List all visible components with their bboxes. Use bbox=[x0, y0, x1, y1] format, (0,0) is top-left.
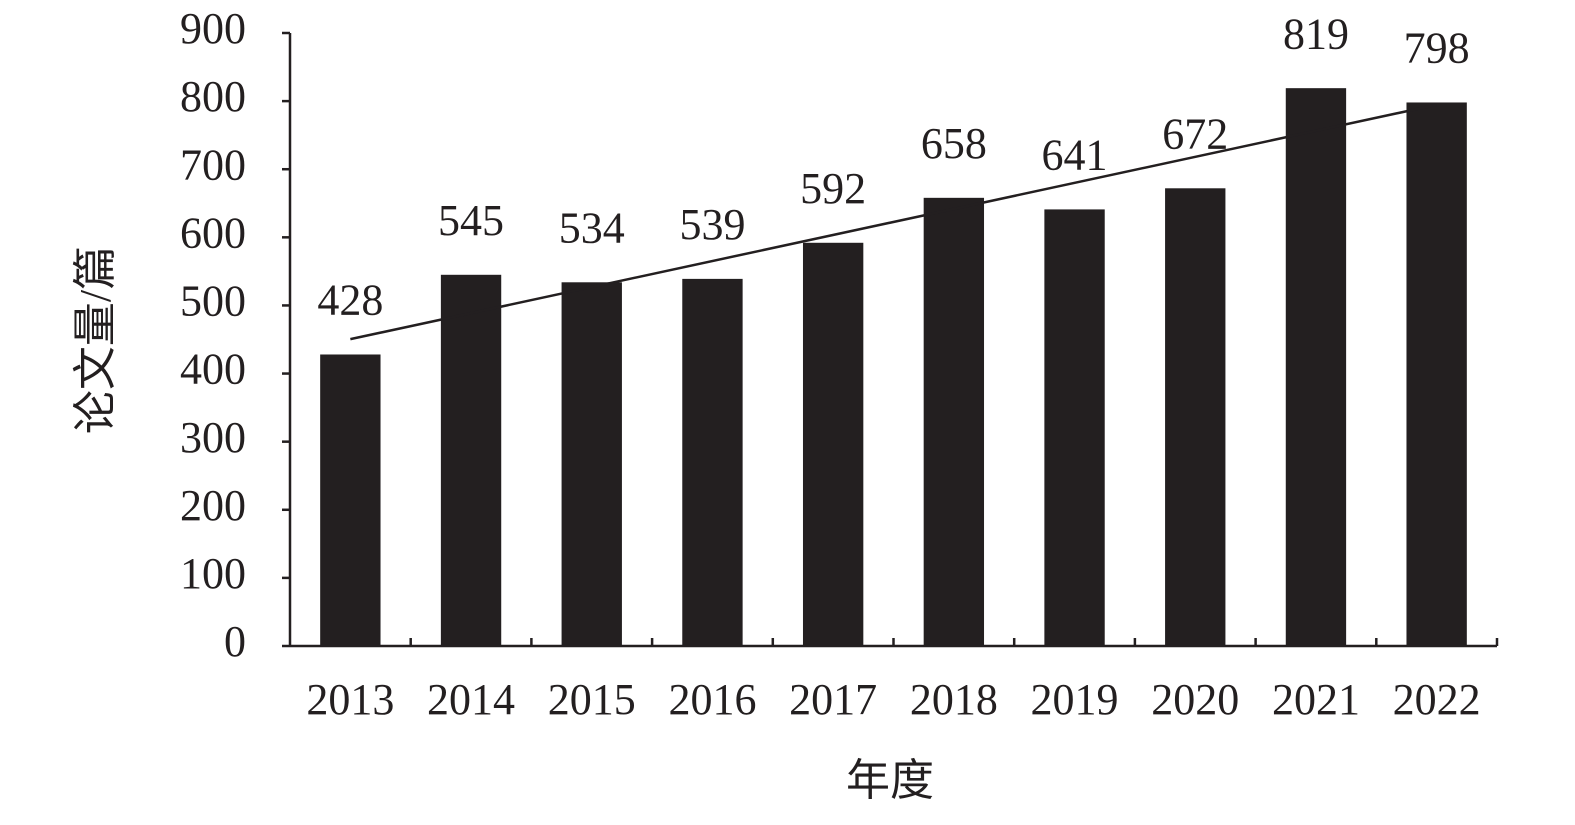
bar bbox=[1406, 102, 1467, 647]
y-tick-label: 200 bbox=[180, 481, 246, 530]
value-label: 428 bbox=[317, 276, 383, 325]
value-label: 672 bbox=[1162, 109, 1228, 158]
bar bbox=[1044, 209, 1105, 646]
x-tick-label: 2013 bbox=[306, 675, 394, 724]
y-tick-label: 0 bbox=[224, 617, 246, 666]
bar bbox=[1285, 88, 1347, 647]
x-tick-label: 2020 bbox=[1151, 675, 1239, 724]
bar bbox=[923, 197, 985, 646]
bar bbox=[1165, 188, 1226, 646]
value-label: 539 bbox=[679, 200, 745, 249]
value-label: 641 bbox=[1042, 131, 1108, 180]
value-label: 658 bbox=[921, 119, 987, 168]
y-tick-label: 800 bbox=[180, 72, 246, 121]
value-label: 798 bbox=[1404, 24, 1470, 73]
x-tick-label: 2019 bbox=[1031, 675, 1119, 724]
y-tick-label: 900 bbox=[180, 4, 246, 53]
bar bbox=[682, 278, 743, 646]
value-label: 534 bbox=[559, 203, 625, 252]
x-axis-label: 年度 bbox=[846, 756, 934, 805]
x-tick-label: 2017 bbox=[789, 675, 877, 724]
x-tick-label: 2022 bbox=[1393, 675, 1481, 724]
value-label: 819 bbox=[1283, 9, 1349, 58]
x-tick-label: 2021 bbox=[1272, 675, 1360, 724]
trendline bbox=[350, 103, 1437, 341]
x-tick-label: 2015 bbox=[548, 675, 636, 724]
x-tick-label: 2014 bbox=[427, 675, 515, 724]
y-tick-label: 500 bbox=[180, 277, 246, 326]
value-label: 592 bbox=[800, 164, 866, 213]
y-tick-label: 700 bbox=[180, 140, 246, 189]
y-axis-label: 论文量/篇 bbox=[71, 246, 120, 434]
bar bbox=[561, 282, 622, 646]
x-tick-label: 2018 bbox=[910, 675, 998, 724]
bar bbox=[320, 354, 381, 646]
y-tick-label: 300 bbox=[180, 413, 246, 462]
y-tick-label: 100 bbox=[180, 549, 246, 598]
bar bbox=[440, 274, 502, 646]
x-tick-label: 2016 bbox=[668, 675, 756, 724]
y-tick-label: 600 bbox=[180, 208, 246, 257]
bar bbox=[802, 242, 864, 646]
y-tick-label: 400 bbox=[180, 345, 246, 394]
value-label: 545 bbox=[438, 196, 504, 245]
